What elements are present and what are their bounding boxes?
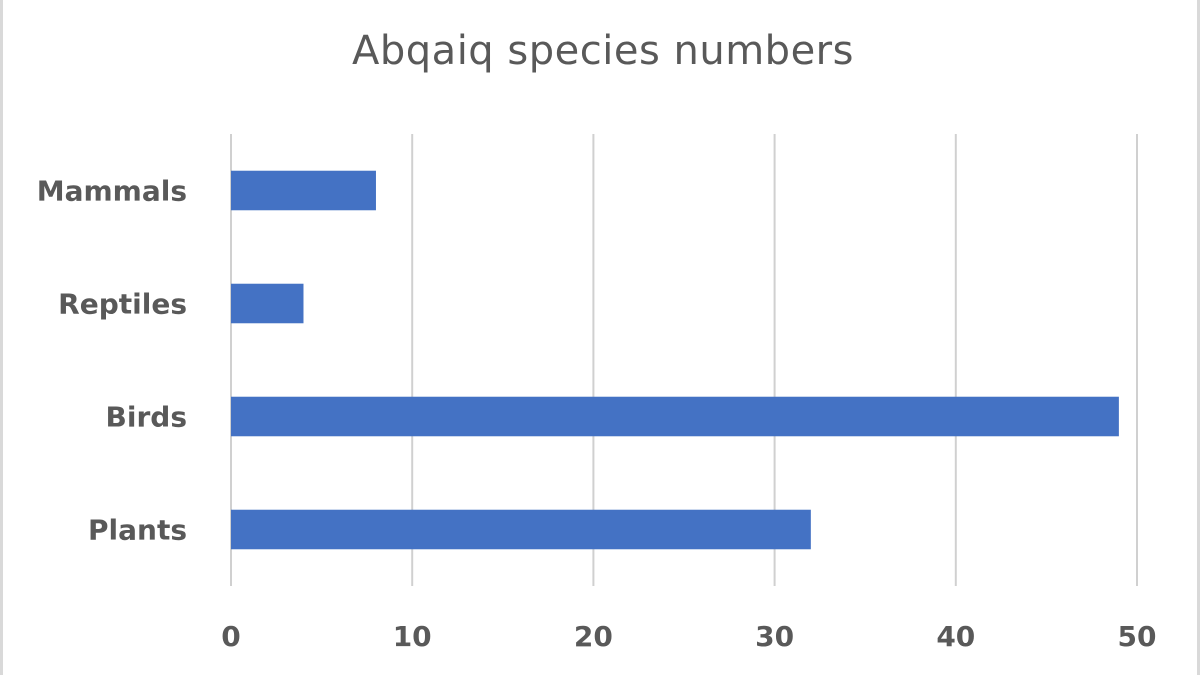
x-tick-label: 20: [574, 620, 613, 653]
x-tick-label: 50: [1118, 620, 1157, 653]
bar-reptiles: [231, 283, 304, 324]
bar-plants: [231, 509, 811, 550]
category-label-birds: Birds: [106, 401, 187, 434]
bar-chart: 0 10 20 30 40 50 Mammals Reptiles Birds Plants: [37, 134, 1157, 653]
category-label-reptiles: Reptiles: [58, 288, 187, 321]
bar-mammals: [231, 170, 376, 211]
x-tick-label: 0: [221, 620, 240, 653]
category-label-mammals: Mammals: [37, 175, 187, 208]
x-tick-label: 30: [755, 620, 794, 653]
category-label-plants: Plants: [88, 514, 187, 547]
x-tick-label: 10: [393, 620, 432, 653]
bar-birds: [231, 396, 1119, 437]
x-tick-label: 40: [936, 620, 975, 653]
chart-title: Abqaiq species numbers: [352, 28, 854, 74]
